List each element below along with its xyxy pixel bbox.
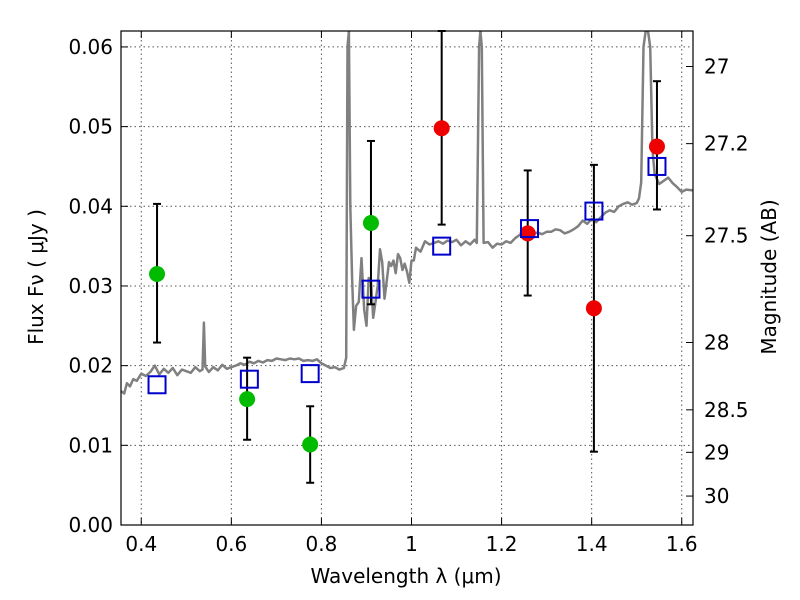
y-tick-label: 0.00 [68,513,113,537]
x-tick-label: 1.4 [576,532,608,556]
model-square [432,236,452,256]
axis-ticks [121,31,693,526]
x-tick-label: 0.8 [306,532,338,556]
y-axis-label: Flux Fν ( μJy ) [24,209,48,345]
data-markers [147,120,667,453]
grid-lines [121,31,693,526]
spectrum-layer [121,31,693,395]
model-square [239,369,259,389]
model-square [520,219,540,239]
x-tick-label: 1.6 [666,532,698,556]
magnitude-tick-label: 27 [704,55,729,79]
magnitude-tick-label: 28 [704,330,729,354]
y-tick-label: 0.04 [68,194,113,218]
observed-green-point [239,391,256,408]
magnitude-tick-label: 27.5 [704,224,749,248]
observed-red-point [648,138,665,155]
model-square [584,201,604,221]
observed-red-point [433,120,450,137]
y-tick-label: 0.06 [68,35,113,59]
y-tick-label: 0.02 [68,354,113,378]
y-tick-label: 0.05 [68,115,113,139]
observed-green-point [149,266,166,283]
magnitude-axis-label: Magnitude (AB) [757,199,781,354]
model-square [300,364,320,384]
x-axis-label: Wavelength λ (μm) [310,564,501,588]
y-tick-label: 0.03 [68,274,113,298]
observed-green-point [302,436,319,453]
x-tick-label: 1.2 [486,532,518,556]
magnitude-tick-label: 28.5 [704,398,749,422]
model-square [147,375,167,395]
x-tick-label: 1 [405,532,418,556]
x-tick-label: 0.4 [125,532,157,556]
x-tick-label: 0.6 [215,532,247,556]
y-tick-label: 0.01 [68,433,113,457]
magnitude-tick-label: 30 [704,484,729,508]
observed-red-point [585,300,602,317]
error-bars [153,30,661,484]
model-square [361,279,381,299]
tick-labels: 0.4 0.6 0.8 1 1.2 1.4 1.6 0.00 0.01 0.02 0.03 0.04 0… [68,35,748,556]
magnitude-tick-label: 27.2 [704,132,749,156]
model-square [647,156,667,176]
model-spectrum-line [121,31,693,395]
observed-green-point [362,215,379,232]
magnitude-tick-label: 29 [704,440,729,464]
plot-frame [120,30,694,526]
observed-red-point [519,225,536,242]
